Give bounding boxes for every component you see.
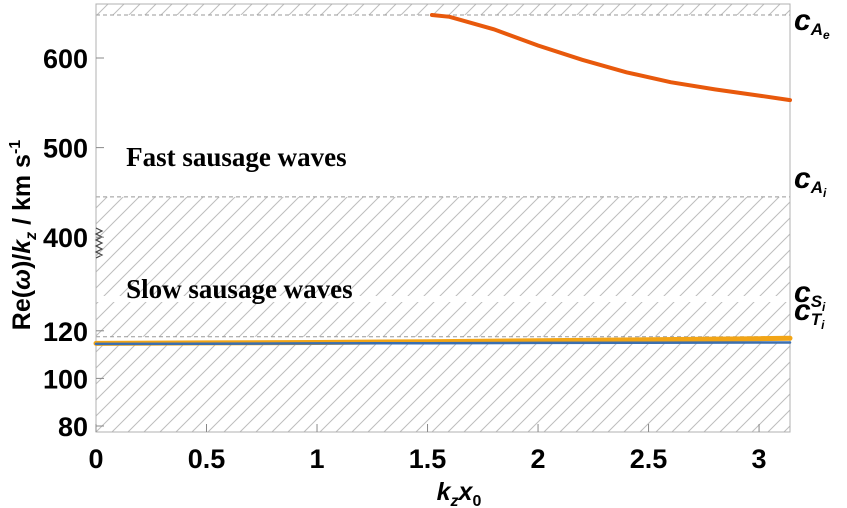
axis-ticks: 80 100 120 400 500 600 0 0.5 1 1.5 2 2.5 3 [43,44,767,474]
x-tick-label: 0 [88,444,103,474]
x-tick-label: 2.5 [630,444,668,474]
y-tick-label: 500 [43,134,88,164]
band-annotation: Slow sausage waves [126,274,353,304]
x-tick-label: 1 [310,444,325,474]
plot-border [95,3,791,433]
y-tick-label: 100 [43,364,88,394]
speed-label: cAe [794,4,830,42]
band-annotation: Fast sausage waves [126,142,347,172]
y-axis-label: Re(ω)/kz / km s-1 [7,140,40,331]
x-axis-label: kzx0 [437,478,482,508]
y-tick-label: 80 [58,412,88,442]
axis-break-mark [94,227,104,259]
data-series [93,13,793,346]
hatch-region-above-cAe [96,4,790,15]
plot-frame [94,3,791,433]
speed-label: cTi [794,294,825,332]
hatch-region-cTi-cAi-lower [96,302,790,337]
x-tick-label: 1.5 [409,444,447,474]
y-tick-label: 600 [43,44,88,74]
speed-label: cAi [794,162,827,200]
series-line-3 [94,341,792,346]
hatch-region-below-cTi [96,342,790,432]
y-tick-label: 400 [43,223,88,253]
speed-label: cSi [794,276,826,314]
hatched-regions [96,4,790,432]
x-tick-label: 0.5 [188,444,226,474]
x-tick-label: 3 [752,444,767,474]
hatch-region-cTi-cAi-upper [96,196,790,296]
y-tick-label: 120 [43,317,88,347]
x-tick-label: 2 [531,444,546,474]
labels: Fast sausage waves Slow sausage waves cAe c… [126,4,830,332]
series-line-1 [429,13,792,103]
